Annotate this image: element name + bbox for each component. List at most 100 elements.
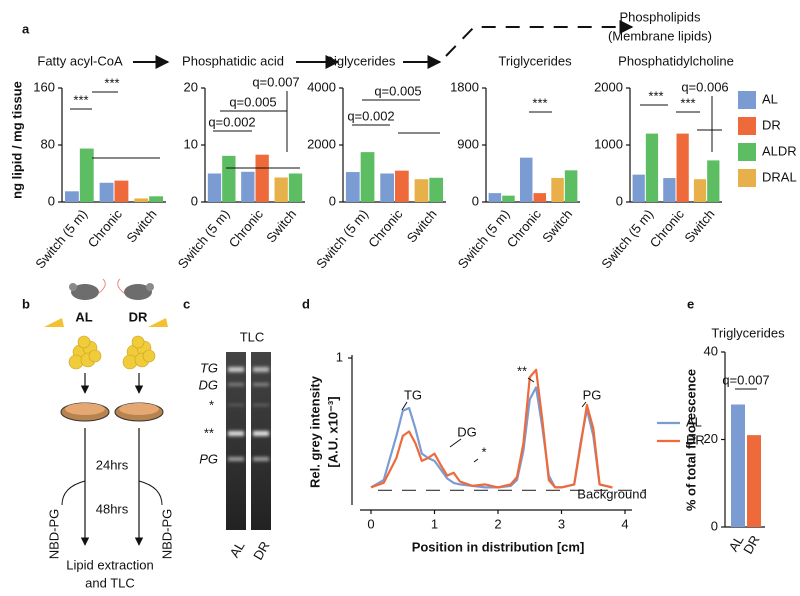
band-label: ** [204,425,214,440]
bar [645,133,659,202]
y-tick-label: 10 [184,136,198,151]
bracket [449,438,462,448]
bar [519,157,533,202]
time-label: 24hrs [96,457,129,472]
peak-label: * [481,444,486,459]
panel-title: Phosphatidic acid [182,53,284,68]
chart-title: Triglycerides [711,325,785,340]
x-tick-label: Switch [539,206,575,245]
panel-letter: e [687,296,694,311]
y-tick-label: 0 [472,193,479,208]
x-tick-label: Switch [681,206,717,245]
legend-label: AL [686,414,702,429]
panel-title: Phosphatidylcholine [618,53,734,68]
y-tick-label: 0 [48,193,55,208]
legend-label: DR [686,432,705,447]
bracket [581,401,587,408]
y-tick-label: 40 [704,343,718,358]
y-tick-label: 0 [191,193,198,208]
y-tick-label: 0 [616,193,623,208]
bar [488,193,502,202]
bar [114,180,129,202]
x-tick-label: Switch [123,206,159,245]
significance-label: *** [104,75,119,90]
x-axis-label: Position in distribution [cm] [412,539,585,554]
bar [222,155,236,202]
band-label: * [209,397,214,412]
y-tick-label: 1000 [594,136,623,151]
bar [64,191,79,202]
pathway-arrows [133,20,634,69]
bar [693,179,707,202]
bar [429,177,444,202]
peak-label: PG [583,387,602,402]
panel-title: Fatty acyl-CoA [37,53,123,68]
bracket [473,458,479,463]
significance-label: q=0.002 [208,114,255,129]
y-tick-label: 20 [184,79,198,94]
bar [274,177,288,202]
x-tick-label: 3 [558,516,565,531]
x-tick-label: Switch [263,206,299,245]
peak-label: Background [577,486,646,501]
tlc-gel [226,352,271,530]
significance-label: q=0.006 [681,79,728,94]
bar [79,148,94,202]
x-tick-label: DR [740,533,762,557]
bar [414,179,429,202]
bracket [527,377,535,383]
panel-letter: d [302,296,310,311]
y-tick-label: 2000 [594,79,623,94]
panel-letter: c [183,296,190,311]
legend-label: DRAL [762,169,797,184]
y-tick-label: 900 [457,136,479,151]
bar [360,152,375,202]
bar [632,174,645,202]
legend-swatch [738,91,756,109]
x-tick-label: Chronic [226,206,267,250]
pathway-label: Phospholipids [620,9,701,24]
legend-swatch [738,117,756,135]
bar [288,173,303,202]
bar [564,170,578,202]
bar [255,154,269,202]
series-line [370,368,613,489]
x-tick-label: Chronic [85,206,126,250]
bar [551,177,564,202]
bar [731,404,745,527]
y-tick-label: 2000 [307,136,336,151]
y-tick-label: 0 [329,193,336,208]
x-tick-label: Switch (5 m) [175,206,233,271]
bar [395,170,409,202]
bar [747,435,761,527]
y-axis-label: [A.U. x10⁻³] [325,396,340,467]
step-label: and TLC [85,575,135,590]
scheme-drawing [44,278,168,546]
group-label: AL [75,309,92,324]
y-tick-label: 80 [41,136,55,151]
y-tick-label: 4000 [307,79,336,94]
lane-label: AL [227,539,248,560]
panel-title: Diglycerides [325,53,396,68]
panel-letter: b [22,296,30,311]
bar [663,178,676,202]
peak-label: TG [404,387,422,402]
bar [676,133,689,202]
significance-label: q=0.002 [347,108,394,123]
x-tick-label: Chronic [504,206,545,250]
legend-label: AL [762,91,778,106]
y-tick-label: 20 [704,431,718,446]
x-tick-label: 4 [621,516,628,531]
step-label: Lipid extraction [66,557,153,572]
significance-label: *** [680,95,695,110]
x-tick-label: AL [726,533,747,554]
band-label: DG [199,377,219,392]
bar [207,173,222,202]
legend-label: DR [762,117,781,132]
significance-label: *** [73,92,88,107]
x-tick-label: Chronic [365,206,406,250]
pathway-label: (Membrane lipids) [608,28,712,43]
bar [134,198,149,202]
